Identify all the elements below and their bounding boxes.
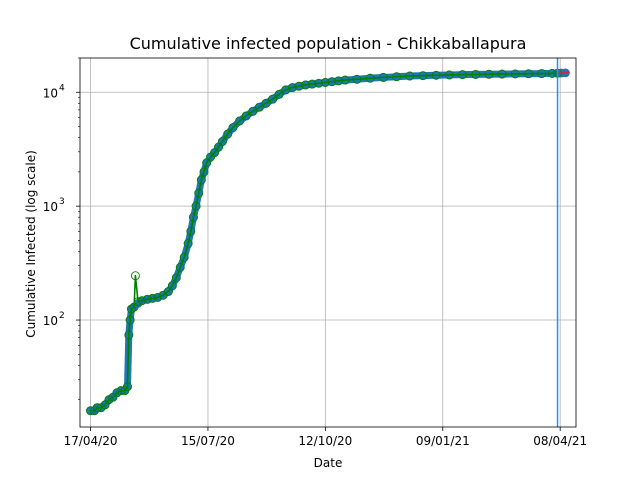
fit-point <box>294 81 304 91</box>
series-layer <box>86 58 570 427</box>
y-tick-label: 10 <box>43 314 58 328</box>
fit-point <box>199 167 209 177</box>
x-axis-label: Date <box>314 456 343 470</box>
fit-point <box>179 252 189 262</box>
fit-point <box>133 297 143 307</box>
fit-point <box>537 69 547 79</box>
fit-point <box>148 293 158 303</box>
fit-point <box>307 79 317 89</box>
plot-area <box>86 58 570 427</box>
fit-point <box>352 74 362 84</box>
fit-point <box>191 201 201 211</box>
axes-frame <box>79 57 577 428</box>
fit-point <box>524 69 533 79</box>
fit-point <box>126 304 136 314</box>
fit-point <box>153 292 163 302</box>
fit-point <box>547 68 557 78</box>
fit-point <box>194 188 204 198</box>
y-tick-label: 10 <box>43 200 58 214</box>
fit-point <box>125 315 135 325</box>
fit-point <box>235 116 245 126</box>
fit-point <box>444 70 454 80</box>
fit-point <box>130 271 140 281</box>
fit-point <box>287 83 297 93</box>
fit-point <box>405 71 415 81</box>
fit-point <box>471 69 481 79</box>
fit-point <box>497 69 507 79</box>
fit-point <box>281 85 291 95</box>
fit-point <box>418 71 428 81</box>
fit-point <box>334 76 344 86</box>
fit-point <box>340 75 350 85</box>
fit-point <box>218 137 227 146</box>
fit-point <box>484 69 494 79</box>
fit-point <box>183 239 193 248</box>
fit-point <box>268 94 278 104</box>
fit-point <box>188 212 198 222</box>
fit-point <box>327 77 337 87</box>
fit-point <box>254 102 264 112</box>
fit-point <box>124 330 134 340</box>
x-tick-label: 17/04/20 <box>64 434 118 448</box>
x-tick-label: 15/07/20 <box>181 434 235 448</box>
fit-point <box>142 294 152 304</box>
x-tick-label: 12/10/20 <box>298 434 352 448</box>
fit-point <box>431 70 441 80</box>
y-tick-exponent: 2 <box>59 311 65 321</box>
x-ticks: 17/04/20 15/07/20 12/10/20 09/01/21 08/04/21 <box>64 427 587 448</box>
grid <box>80 58 576 427</box>
fit-point <box>116 386 126 396</box>
fit-point <box>378 72 388 82</box>
fit-point <box>510 69 520 79</box>
fit-point <box>196 175 206 185</box>
fit-point <box>458 70 468 80</box>
fit-point <box>301 80 311 90</box>
chart-title: Cumulative infected population - Chikkab… <box>130 34 527 53</box>
fit-point <box>320 77 330 87</box>
x-tick-label: 09/01/21 <box>416 434 470 448</box>
projection-line <box>557 71 570 75</box>
fit-point <box>171 273 181 283</box>
fit-point <box>223 129 233 139</box>
x-tick-label: 08/04/21 <box>533 434 587 448</box>
axes <box>79 57 577 428</box>
fit-point <box>186 226 196 236</box>
fit-point <box>123 382 132 392</box>
fit-point <box>314 78 324 88</box>
fit-point <box>365 73 375 83</box>
fit-point <box>137 296 147 306</box>
fit-point <box>274 89 284 99</box>
y-tick-exponent: 3 <box>59 197 65 207</box>
y-tick-exponent: 4 <box>59 83 65 93</box>
fit-point <box>228 123 238 133</box>
fit-point <box>261 98 271 108</box>
fit-point <box>175 262 185 272</box>
y-axis-label: Cumulative Infected (log scale) <box>24 150 38 338</box>
fit-point <box>241 111 251 121</box>
fit-point <box>392 72 402 82</box>
fit-point <box>248 106 258 116</box>
y-tick-label: 10 <box>43 86 58 100</box>
fit-point <box>167 281 177 291</box>
fit-point <box>92 403 102 413</box>
